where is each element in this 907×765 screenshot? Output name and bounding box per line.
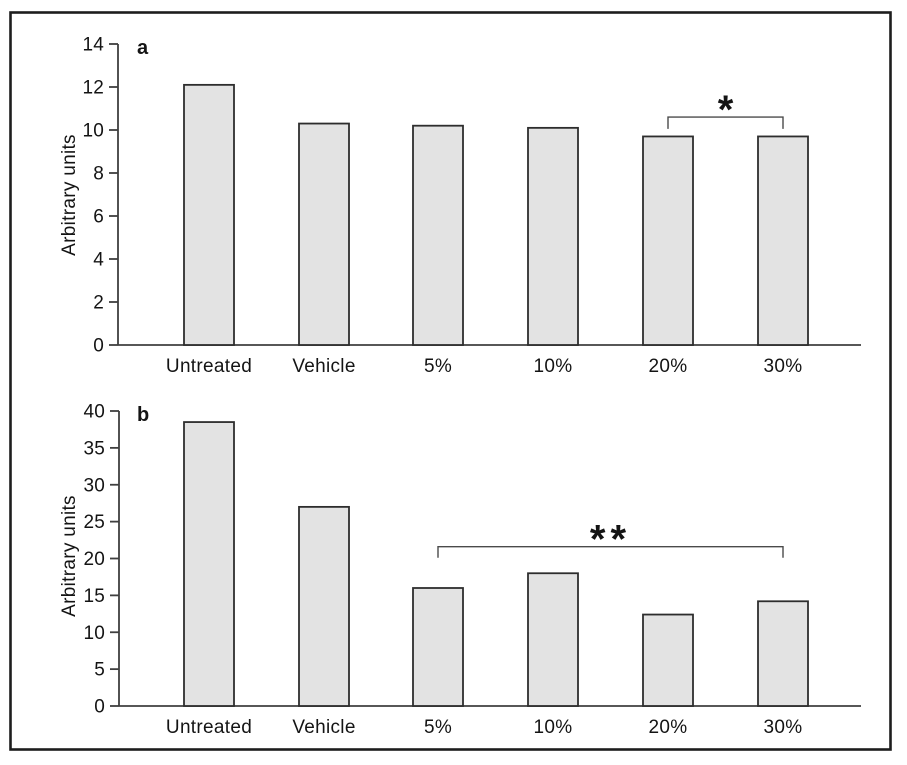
y-tick-label: 40 (83, 402, 105, 423)
y-tick-label: 10 (82, 121, 104, 142)
y-tick-label: 25 (83, 512, 105, 533)
significance-label: * (718, 88, 734, 132)
y-tick-label: 14 (82, 35, 104, 56)
category-label: 10% (534, 356, 573, 377)
bar-20pct (642, 135, 694, 346)
y-axis-title: Arbitrary units (59, 134, 80, 256)
y-tick-label: 6 (93, 207, 104, 228)
y-tick-label: 12 (82, 78, 104, 99)
figure-frame (9, 11, 892, 751)
bar-10pct (527, 572, 579, 707)
category-label: Vehicle (292, 356, 355, 377)
category-label: 20% (649, 717, 688, 738)
significance-label: ** (590, 518, 631, 562)
category-label: 30% (764, 356, 803, 377)
y-tick-label: 4 (93, 250, 104, 271)
y-tick-label: 20 (83, 549, 105, 570)
bar-vehicle (298, 505, 350, 707)
y-axis-title: Arbitrary units (59, 495, 80, 617)
y-tick-label: 10 (83, 623, 105, 644)
bar-5pct (412, 124, 464, 346)
bar-20pct (642, 613, 694, 707)
category-label: 5% (424, 356, 452, 377)
panel-b: 0 5 10 15 20 25 30 35 40 Arbitrary units b Untreate… (59, 402, 861, 738)
bar-untreated (183, 421, 235, 707)
y-tick-label: 2 (93, 293, 104, 314)
significance-bracket (667, 116, 784, 129)
y-tick-label: 35 (83, 438, 105, 459)
bar-10pct (527, 126, 579, 346)
category-label: Untreated (166, 356, 252, 377)
category-label: 30% (764, 717, 803, 738)
panel-letter: b (137, 404, 149, 426)
bar-30pct (757, 135, 809, 346)
y-tick-label: 0 (94, 697, 105, 718)
category-label: Vehicle (292, 717, 355, 738)
category-label: 5% (424, 717, 452, 738)
bar-vehicle (298, 122, 350, 346)
bar-untreated (183, 83, 235, 346)
y-tick-label: 15 (83, 586, 105, 607)
y-tick-label: 30 (83, 475, 105, 496)
y-tick-label: 0 (93, 336, 104, 357)
y-tick-label: 8 (93, 164, 104, 185)
bar-5pct (412, 587, 464, 707)
panel-a: 0 2 4 6 8 10 12 14 Arbitrary units a Untreated Vehi… (59, 35, 861, 377)
panel-letter: a (137, 37, 149, 59)
significance-bracket (437, 546, 784, 558)
category-label: 20% (649, 356, 688, 377)
category-label: 10% (534, 717, 573, 738)
y-tick-label: 5 (94, 660, 105, 681)
category-label: Untreated (166, 717, 252, 738)
bar-30pct (757, 600, 809, 707)
